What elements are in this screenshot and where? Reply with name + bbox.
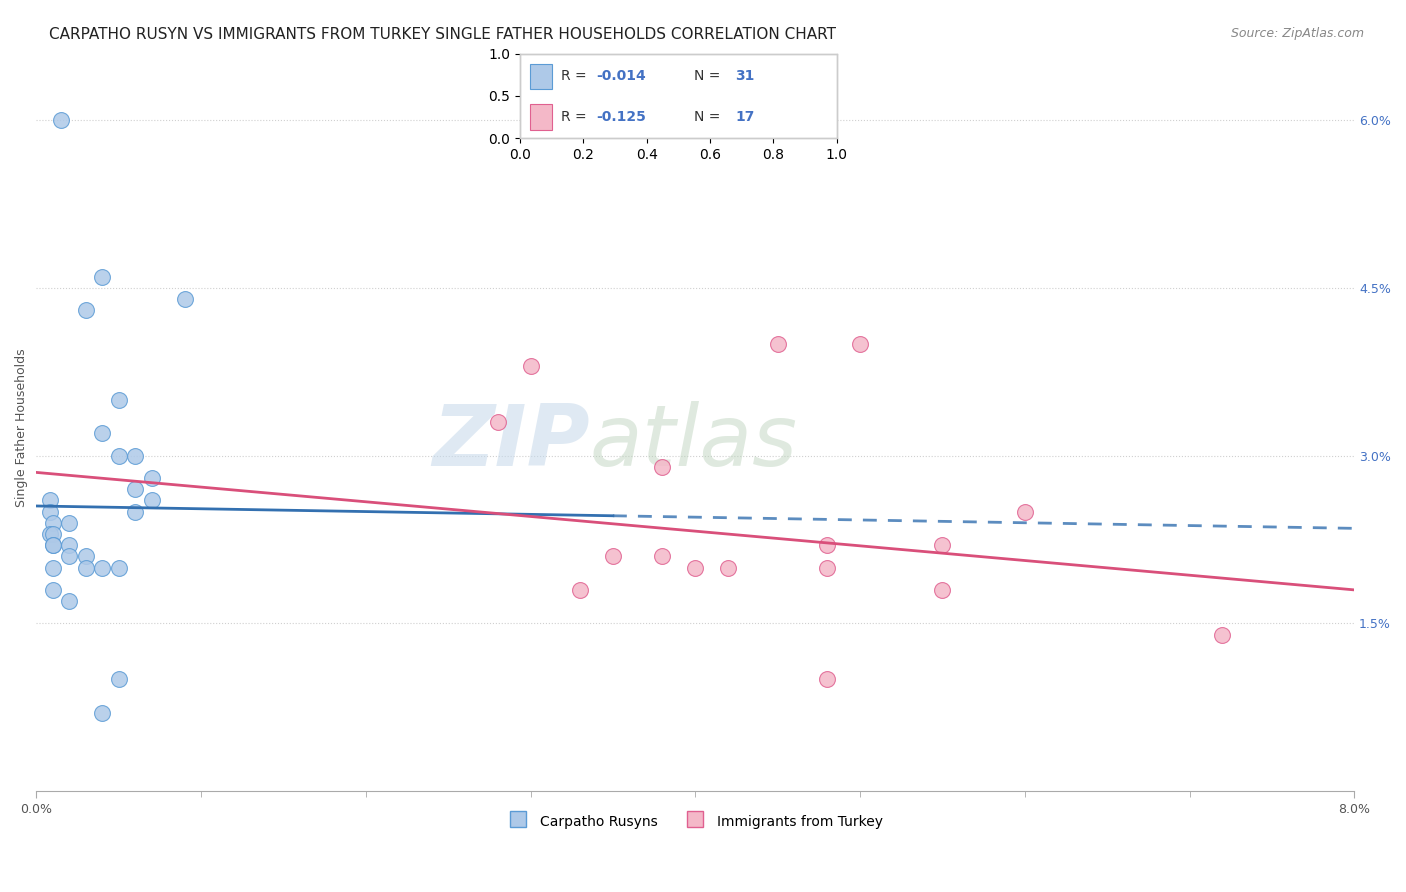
Point (91, 269, 114, 284)
Text: -0.014: -0.014 (596, 70, 645, 83)
Point (602, 549, 624, 564)
Point (124, 505, 146, 519)
Point (42, 538, 65, 552)
Point (58, 516, 80, 530)
Text: ZIP: ZIP (432, 401, 591, 483)
Point (107, 673, 129, 687)
Point (42, 582, 65, 597)
Point (91, 560, 114, 574)
Point (107, 449, 129, 463)
Point (38, 527, 60, 541)
Point (651, 459, 673, 474)
Text: 17: 17 (735, 110, 755, 124)
Point (717, 560, 740, 574)
Point (42, 516, 65, 530)
Point (75, 549, 97, 564)
Point (931, 582, 953, 597)
FancyBboxPatch shape (530, 63, 551, 89)
Point (124, 482, 146, 496)
Point (91, 426, 114, 441)
Text: Source: ZipAtlas.com: Source: ZipAtlas.com (1230, 27, 1364, 40)
Point (75, 303, 97, 318)
Point (815, 560, 838, 574)
Point (815, 538, 838, 552)
Point (91, 706, 114, 720)
Point (58, 549, 80, 564)
Point (651, 549, 673, 564)
Point (486, 415, 509, 429)
Text: R =: R = (561, 110, 592, 124)
Text: R =: R = (561, 70, 592, 83)
FancyBboxPatch shape (530, 104, 551, 130)
Point (519, 359, 541, 373)
Point (107, 560, 129, 574)
Point (107, 392, 129, 407)
Point (766, 336, 789, 351)
Point (931, 538, 953, 552)
Text: N =: N = (695, 110, 725, 124)
Text: N =: N = (695, 70, 725, 83)
Point (1014, 505, 1036, 519)
Text: CARPATHO RUSYN VS IMMIGRANTS FROM TURKEY SINGLE FATHER HOUSEHOLDS CORRELATION CH: CARPATHO RUSYN VS IMMIGRANTS FROM TURKEY… (49, 27, 837, 42)
Text: -0.125: -0.125 (596, 110, 645, 124)
Point (38, 505, 60, 519)
Legend: Carpatho Rusyns, Immigrants from Turkey: Carpatho Rusyns, Immigrants from Turkey (502, 807, 889, 835)
Point (42, 538, 65, 552)
Point (141, 471, 163, 485)
Point (42, 527, 65, 541)
Point (173, 292, 195, 306)
Point (58, 594, 80, 608)
Point (685, 560, 707, 574)
Text: atlas: atlas (591, 401, 797, 483)
Point (49, 113, 72, 128)
Y-axis label: Single Father Households: Single Father Households (15, 349, 28, 507)
Point (124, 449, 146, 463)
Point (849, 336, 872, 351)
Point (1211, 627, 1233, 641)
Point (75, 560, 97, 574)
Point (42, 560, 65, 574)
Point (141, 493, 163, 508)
Text: 31: 31 (735, 70, 755, 83)
Point (58, 538, 80, 552)
Point (38, 493, 60, 508)
Point (569, 582, 592, 597)
Point (815, 673, 838, 687)
